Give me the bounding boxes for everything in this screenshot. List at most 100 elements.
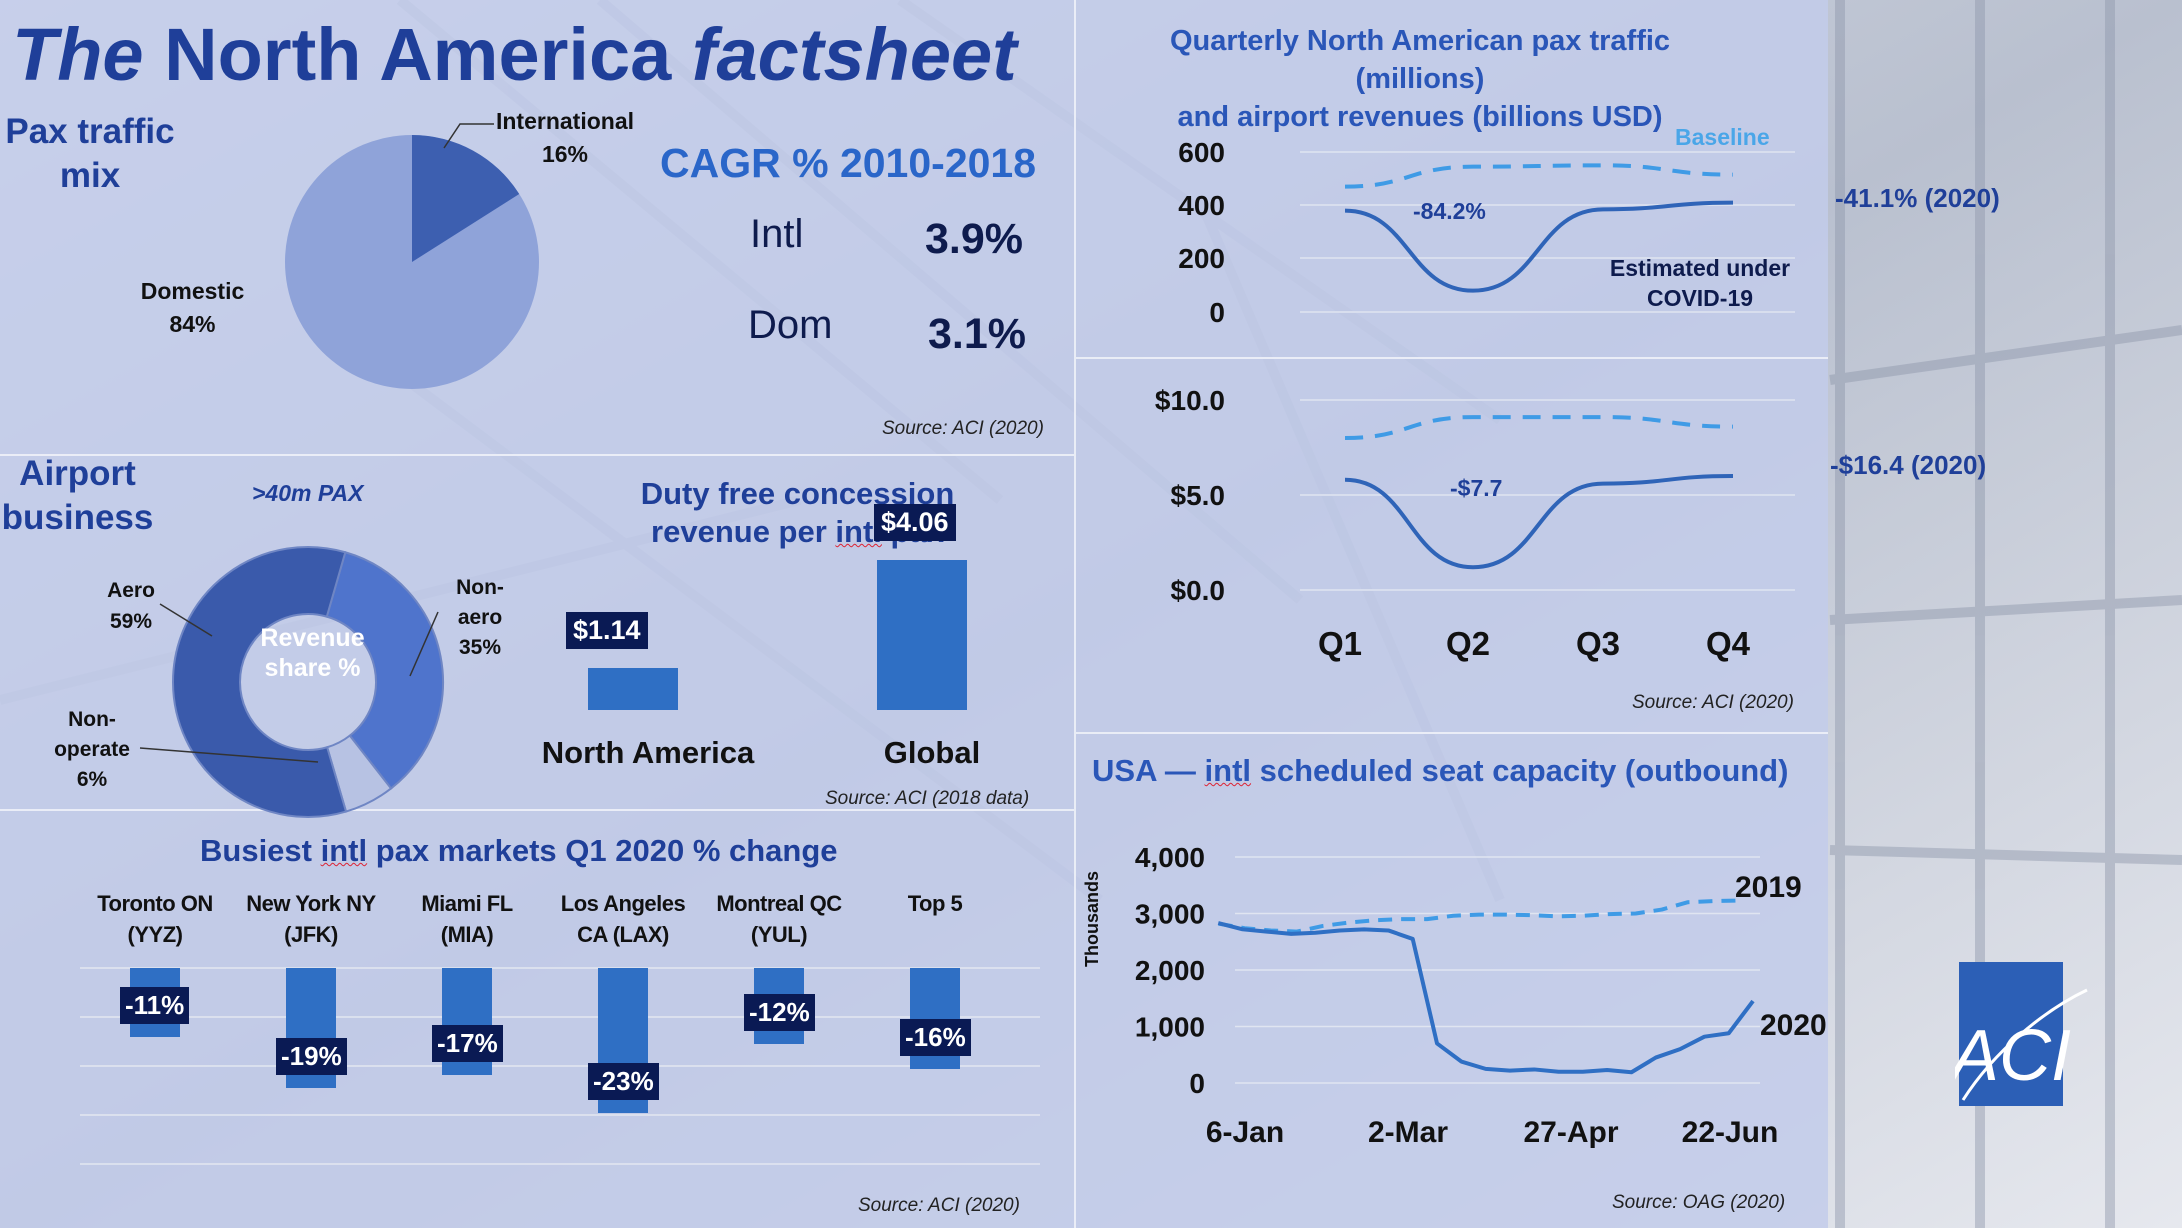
- x-tick-label: 22-Jun: [1682, 1116, 1779, 1149]
- donut-label-nonaero-line2: aero: [457, 606, 503, 629]
- y-tick-label: 2,000: [1135, 955, 1205, 986]
- x-tick-label: Q4: [1706, 625, 1751, 662]
- usa-capacity-heading-post: scheduled seat capacity (outbound): [1251, 753, 1789, 788]
- pax-mix-heading: Pax traffic mix: [0, 110, 180, 198]
- market-label: Miami FL (MIA): [372, 888, 562, 950]
- aci-logo-text: ACI: [1955, 1016, 2071, 1096]
- market-label-line1: Montreal QC: [716, 891, 842, 916]
- cagr-dom-value: 3.1%: [928, 310, 1027, 358]
- donut-label-nonaero-line1: Non-: [456, 576, 504, 599]
- pax-mix-heading-line1: Pax traffic: [5, 112, 175, 151]
- pie-label-domestic-name: Domestic: [140, 278, 245, 304]
- market-label-line2: (YYZ): [127, 922, 183, 947]
- aci-logo: ACI: [1955, 962, 2088, 1106]
- market-label-line1: Top 5: [907, 891, 963, 916]
- donut-label-nonaero: Non- aero 35%: [445, 573, 515, 663]
- pie-leader-line: [443, 123, 494, 149]
- usa-capacity-heading-pre: USA —: [1092, 753, 1205, 788]
- x-tick-label: Q3: [1576, 625, 1620, 662]
- bar-value-label: -17%: [432, 1025, 503, 1063]
- busiest-heading-pre: Busiest: [200, 833, 321, 868]
- donut-label-nonoperate-pct: 6%: [76, 768, 108, 791]
- busiest-heading-post: pax markets Q1 2020 % change: [367, 833, 838, 868]
- baseline-label: Baseline: [1675, 124, 1770, 150]
- pie-slice-international: [412, 135, 520, 262]
- covid-label-line2: COVID-19: [1646, 285, 1754, 311]
- airport-business-subheading: >40m PAX: [252, 480, 364, 506]
- y-tick-label: $10.0: [1155, 385, 1225, 416]
- market-label-line1: Los Angeles: [560, 891, 686, 916]
- market-label: Los Angeles CA (LAX): [528, 888, 718, 950]
- usa-capacity-heading: USA — intl scheduled seat capacity (outb…: [1092, 753, 1788, 789]
- bar-value-label: -16%: [900, 1018, 971, 1056]
- pax-mix-heading-line2: mix: [59, 156, 121, 195]
- donut-label-nonoperate-line1: Non-: [68, 708, 116, 731]
- usa-capacity-chart: 4,000 3,000 2,000 1,000 06-Jan 2-Mar 27-Apr 22-…: [1135, 842, 1827, 1149]
- pax-side-annotation: -41.1% (2020): [1835, 183, 2000, 213]
- quarterly-charts: 600 400 200 0 $10.0 $5.0 $0.0 Q1 Q2 Q3 Q4: [1155, 137, 1795, 662]
- quarterly-heading-line2: and airport revenues (billions USD): [1177, 101, 1663, 133]
- y-tick-label: 3,000: [1135, 899, 1205, 930]
- pax-mix-pie: [285, 135, 539, 389]
- quarterly-heading-line1: Quarterly North American pax traffic (mi…: [1169, 25, 1671, 95]
- y-tick-label: 600: [1178, 137, 1225, 168]
- market-label-line1: Miami FL: [421, 891, 513, 916]
- usa-source: Source: OAG (2020): [1612, 1192, 1786, 1213]
- y-tick-label: 400: [1178, 190, 1225, 221]
- market-label-line2: CA (LAX): [577, 922, 669, 947]
- donut-label-aero-name: Aero: [107, 579, 155, 602]
- bar-value-label: -12%: [744, 993, 815, 1031]
- pie-label-domestic: Domestic 84%: [120, 275, 265, 341]
- market-label-line2: (JFK): [284, 922, 338, 947]
- donut-label-nonoperate-line2: operate: [54, 738, 130, 761]
- quarterly-heading: Quarterly North American pax traffic (mi…: [1120, 22, 1720, 136]
- rev-dip-annotation: -$7.7: [1450, 475, 1503, 501]
- covid-line: [1344, 474, 1734, 570]
- pax-mix-source: Source: ACI (2020): [882, 418, 1044, 439]
- busiest-source: Source: ACI (2020): [858, 1195, 1020, 1216]
- market-label: New York NY (JFK): [216, 888, 406, 950]
- rev-side-annotation: -$16.4 (2020): [1830, 450, 1987, 480]
- series-2020-line: [1217, 921, 1755, 1075]
- busiest-heading: Busiest intl pax markets Q1 2020 % chang…: [200, 833, 838, 869]
- x-tick-label: 27-Apr: [1523, 1116, 1618, 1149]
- y-tick-label: 0: [1209, 297, 1225, 328]
- covid-label-line1: Estimated under: [1609, 255, 1791, 281]
- market-label: Toronto ON (YYZ): [60, 888, 250, 950]
- baseline-line: [1344, 163, 1734, 189]
- duty-free-source: Source: ACI (2018 data): [825, 788, 1030, 809]
- airport-business-heading-line2: business: [1, 498, 154, 537]
- y-tick-label: 200: [1178, 243, 1225, 274]
- y-tick-label: 4,000: [1135, 842, 1205, 873]
- cagr-intl-value: 3.9%: [925, 215, 1024, 263]
- market-label-line1: Toronto ON: [97, 891, 213, 916]
- market-label: Montreal QC (YUL): [684, 888, 874, 950]
- market-label-line1: New York NY: [246, 891, 376, 916]
- y-tick-label: 0: [1189, 1068, 1205, 1099]
- market-label-line2: (MIA): [440, 922, 494, 947]
- x-tick-label: 6-Jan: [1206, 1116, 1284, 1149]
- donut-center-label: Revenue share %: [250, 623, 375, 683]
- donut-label-aero: Aero 59%: [96, 575, 166, 637]
- usa-ylabel: Thousands: [1082, 870, 1102, 967]
- pax-dip-annotation: -84.2%: [1413, 198, 1486, 224]
- airport-business-heading-line1: Airport: [19, 454, 136, 493]
- usa-capacity-heading-squig: intl: [1204, 753, 1252, 788]
- pie-label-international-pct: 16%: [541, 141, 589, 167]
- cagr-heading: CAGR % 2010-2018: [660, 140, 1037, 186]
- series-2019-line: [1218, 898, 1741, 934]
- x-tick-label: Q2: [1446, 625, 1490, 662]
- bar: [588, 667, 678, 710]
- airport-business-heading: Airport business: [0, 452, 155, 540]
- donut-slice-nonaero: [325, 551, 444, 790]
- cagr-dom-label: Dom: [748, 303, 833, 347]
- bar-category-label: Global: [883, 735, 981, 770]
- busiest-gridlines: [80, 967, 1040, 1165]
- bar-value-label: $1.14: [566, 611, 648, 649]
- market-label: Top 5: [840, 888, 1030, 919]
- title-main: North America: [164, 13, 672, 96]
- bar-value-label: -11%: [120, 987, 190, 1025]
- pie-label-international-name: International: [495, 108, 634, 134]
- pie-label-international: International 16%: [490, 105, 640, 171]
- baseline-line: [1344, 415, 1734, 440]
